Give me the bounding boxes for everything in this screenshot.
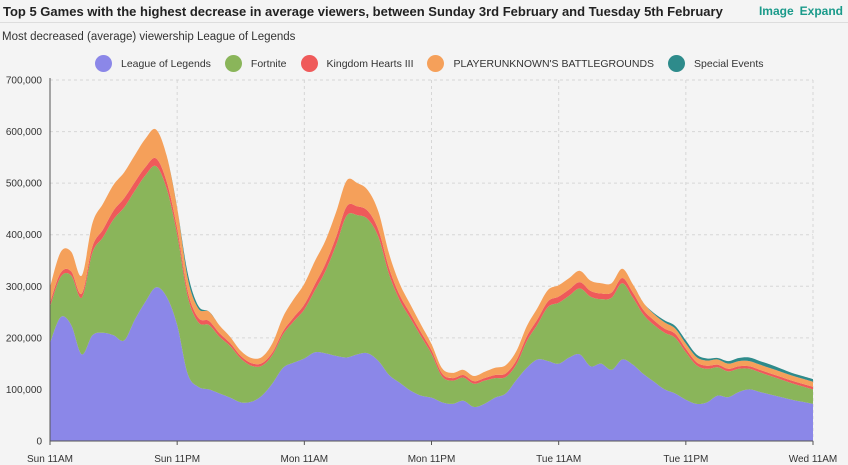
legend-label: PLAYERUNKNOWN'S BATTLEGROUNDS [453, 57, 655, 70]
x-tick-label: Wed 11AM [789, 454, 838, 465]
x-tick-label: Sun 11PM [154, 454, 200, 465]
legend-item-special-events[interactable]: Special Events [668, 55, 764, 72]
header-links: Image Expand [759, 4, 843, 18]
stacked-area-chart: 0 100,000 200,000 300,000 400,000 500,000 600,… [6, 76, 837, 465]
legend-label: Kingdom Hearts III [326, 57, 414, 70]
chart-header: Top 5 Games with the highest decrease in… [0, 0, 848, 23]
x-tick-label: Tue 11PM [663, 454, 708, 465]
y-tick-label: 500,000 [6, 179, 43, 190]
legend-swatch-icon [224, 55, 242, 72]
legend-label: Special Events [694, 57, 764, 70]
legend-item-league-of-legends[interactable]: League of Legends [95, 55, 211, 72]
area-layer [50, 128, 813, 441]
y-tick-label: 400,000 [6, 230, 43, 241]
x-tick-label: Mon 11AM [281, 454, 329, 465]
x-tick-label: Sun 11AM [27, 454, 73, 465]
legend-swatch-icon [300, 55, 318, 72]
legend-label: Fortnite [250, 57, 287, 70]
area-series-fortnite[interactable] [50, 165, 813, 408]
legend-swatch-icon [668, 55, 686, 72]
y-tick-label: 600,000 [6, 127, 43, 138]
legend-item-pubg[interactable]: PLAYERUNKNOWN'S BATTLEGROUNDS [427, 55, 654, 72]
axis-layer: 0 100,000 200,000 300,000 400,000 500,000 600,… [6, 76, 837, 465]
y-tick-label: 200,000 [6, 333, 43, 344]
area-series-league-of-legends[interactable] [50, 287, 813, 441]
y-tick-label: 100,000 [6, 385, 43, 396]
expand-link[interactable]: Expand [799, 4, 843, 18]
chart-title: Top 5 Games with the highest decrease in… [3, 3, 723, 19]
y-tick-label: 300,000 [6, 282, 43, 293]
legend-swatch-icon [427, 55, 445, 72]
legend-swatch-icon [95, 55, 112, 72]
legend-label: League of Legends [121, 57, 211, 70]
y-tick-label: 0 [36, 437, 42, 448]
chart-subtitle: Most decreased (average) viewership Leag… [2, 31, 296, 43]
chart-legend: League of Legends Fortnite Kingdom Heart… [95, 55, 778, 72]
legend-item-kingdom-hearts-iii[interactable]: Kingdom Hearts III [300, 55, 414, 72]
image-link[interactable]: Image [758, 4, 794, 18]
x-tick-label: Mon 11PM [408, 454, 456, 465]
legend-item-fortnite[interactable]: Fortnite [224, 55, 287, 72]
x-tick-label: Tue 11AM [536, 454, 581, 465]
y-tick-label: 700,000 [6, 76, 43, 87]
